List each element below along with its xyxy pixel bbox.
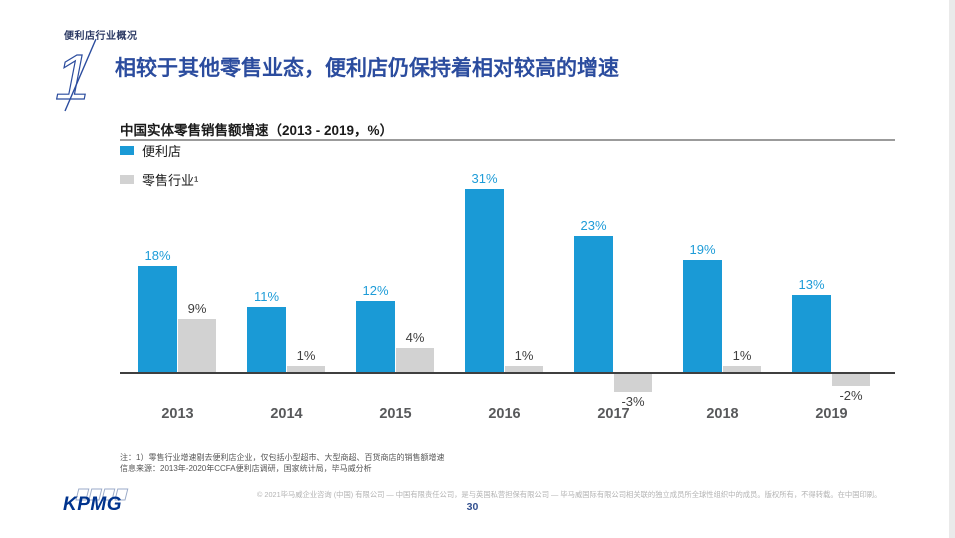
bar-value-label: 31% [471, 171, 498, 186]
bar-convenience-2014 [247, 307, 286, 372]
logo-square [114, 488, 129, 501]
x-axis-label-2018: 2018 [706, 406, 739, 422]
x-axis-label-2016: 2016 [488, 406, 521, 422]
bar-value-label: 23% [580, 218, 607, 233]
chart-title-rule [120, 139, 895, 141]
legend-swatch-blue [120, 145, 134, 155]
page-title: 相较于其他零售业态，便利店仍保持着相对较高的增速 [115, 57, 619, 80]
bar-value-label: 1% [514, 348, 534, 363]
x-axis-label-2017: 2017 [597, 406, 630, 422]
bar-convenience-2013 [138, 266, 177, 372]
bar-value-label: 18% [144, 248, 171, 263]
bar-retail-2016 [505, 366, 543, 372]
slash-icon [64, 38, 97, 112]
x-axis-label-2019: 2019 [815, 406, 848, 422]
kpmg-logo: KPMG [63, 488, 129, 514]
bar-value-label: 13% [798, 277, 825, 292]
copyright-text: © 2021毕马威企业咨询 (中国) 有限公司 — 中国有限责任公司，是与英国私… [257, 490, 882, 499]
logo-square [75, 488, 90, 501]
bar-retail-2014 [287, 366, 325, 372]
bar-convenience-2019 [792, 295, 831, 372]
bar-convenience-2016 [465, 189, 504, 372]
chart-legend: 便利店 零售行业¹ [120, 142, 198, 200]
logo-square [101, 488, 116, 501]
bar-convenience-2018 [683, 260, 722, 372]
bar-value-label: 12% [362, 283, 389, 298]
legend-label: 零售行业¹ [142, 172, 199, 188]
footnotes: 注：1）零售行业增速剔去便利店企业，仅包括小型超市、大型商超、百货商店的销售额增… [120, 452, 444, 474]
bar-retail-2015 [396, 348, 434, 372]
section-number-graphic: 1 [54, 38, 97, 113]
footnote-line: 注：1）零售行业增速剔去便利店企业，仅包括小型超市、大型商超、百货商店的销售额增… [120, 453, 445, 462]
bar-retail-2013 [178, 319, 216, 372]
logo-square [88, 488, 103, 501]
x-axis-label-2013: 2013 [161, 406, 194, 422]
slide-right-edge [949, 0, 955, 538]
bar-value-label: 11% [253, 289, 280, 304]
footnote-line: 信息来源：2013年-2020年CCFA便利店调研，国家统计局，毕马威分析 [120, 464, 372, 473]
bar-value-label: 1% [732, 348, 752, 363]
legend-swatch-gray [120, 174, 134, 184]
bar-value-label: 4% [405, 330, 425, 345]
bar-value-label: 1% [296, 348, 316, 363]
bar-retail-2019 [832, 374, 870, 386]
kpmg-logo-text: KPMG [63, 494, 122, 514]
bar-chart-plot-area: 18% 9% 2013 11% 1% 2014 12% 4% 2015 31% 1% 2016 23% -… [120, 171, 895, 433]
chart-title: 中国实体零售销售额增速（2013 - 2019，%） [120, 123, 394, 138]
legend-item-retail-industry: 零售行业¹ [120, 171, 199, 188]
bar-convenience-2017 [574, 236, 613, 372]
bar-value-label: 19% [689, 242, 716, 257]
x-axis-label-2014: 2014 [270, 406, 303, 422]
x-axis-line [120, 372, 895, 374]
section-number: 1 [55, 41, 91, 113]
bar-retail-2018 [723, 366, 761, 372]
bar-retail-2017 [614, 374, 652, 392]
legend-label: 便利店 [142, 143, 182, 159]
x-axis-label-2015: 2015 [379, 406, 412, 422]
bar-value-label: -3% [621, 394, 645, 409]
legend-item-convenience-store: 便利店 [120, 142, 198, 159]
page-number: 30 [466, 501, 479, 513]
section-eyebrow: 便利店行业概况 [64, 31, 138, 42]
bar-convenience-2015 [356, 301, 395, 372]
bar-value-label: 9% [187, 301, 207, 316]
bar-value-label: -2% [839, 388, 863, 403]
